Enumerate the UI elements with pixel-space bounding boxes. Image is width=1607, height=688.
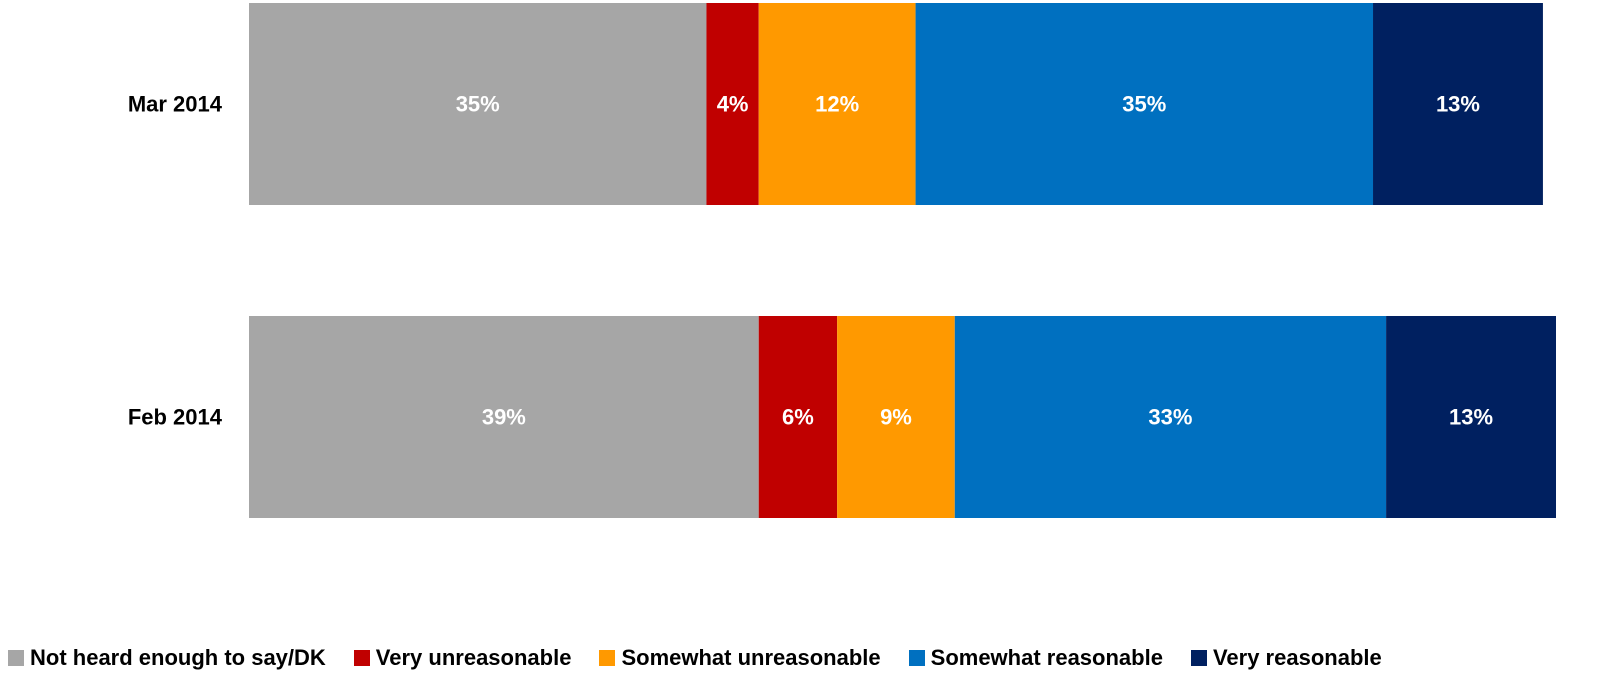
data-label: 39% <box>482 405 526 430</box>
bar-segment <box>954 316 1387 518</box>
legend-item: Somewhat unreasonable <box>599 645 881 671</box>
chart-legend: Not heard enough to say/DK Very unreasona… <box>0 640 1607 676</box>
bar-segment <box>249 3 707 205</box>
data-label: 12% <box>815 92 859 117</box>
legend-swatch <box>599 650 616 666</box>
legend-item: Somewhat reasonable <box>908 645 1163 671</box>
bar-segment <box>249 316 759 518</box>
data-label: 13% <box>1449 405 1493 430</box>
data-label: 35% <box>456 92 500 117</box>
bar-segment <box>758 316 838 518</box>
legend-label: Somewhat reasonable <box>930 645 1163 670</box>
legend-swatch <box>1190 650 1207 666</box>
legend-item: Very unreasonable <box>353 645 572 671</box>
legend-item: Not heard enough to say/DK <box>8 645 326 671</box>
legend-label: Very reasonable <box>1212 645 1382 670</box>
bar-segment <box>837 316 955 518</box>
legend-item: Very reasonable <box>1190 645 1382 671</box>
data-label: 13% <box>1436 92 1480 117</box>
legend-label: Very unreasonable <box>375 645 572 670</box>
data-label: 35% <box>1122 92 1166 117</box>
bar-segment <box>1373 3 1543 205</box>
bar-segment <box>915 3 1374 205</box>
data-label: 33% <box>1148 405 1192 430</box>
legend-label: Somewhat unreasonable <box>621 645 881 670</box>
data-label: 4% <box>717 92 749 117</box>
legend-label: Not heard enough to say/DK <box>30 645 326 670</box>
legend-swatch <box>908 650 925 666</box>
legend-swatch <box>8 650 24 666</box>
data-label: 9% <box>880 405 912 430</box>
bar-segment <box>706 3 759 205</box>
category-label: Mar 2014 <box>128 92 223 117</box>
legend-swatch <box>353 650 370 666</box>
bar-segment <box>1386 316 1556 518</box>
data-label: 6% <box>782 405 814 430</box>
category-label: Feb 2014 <box>128 405 223 430</box>
bar-segment <box>758 3 916 205</box>
